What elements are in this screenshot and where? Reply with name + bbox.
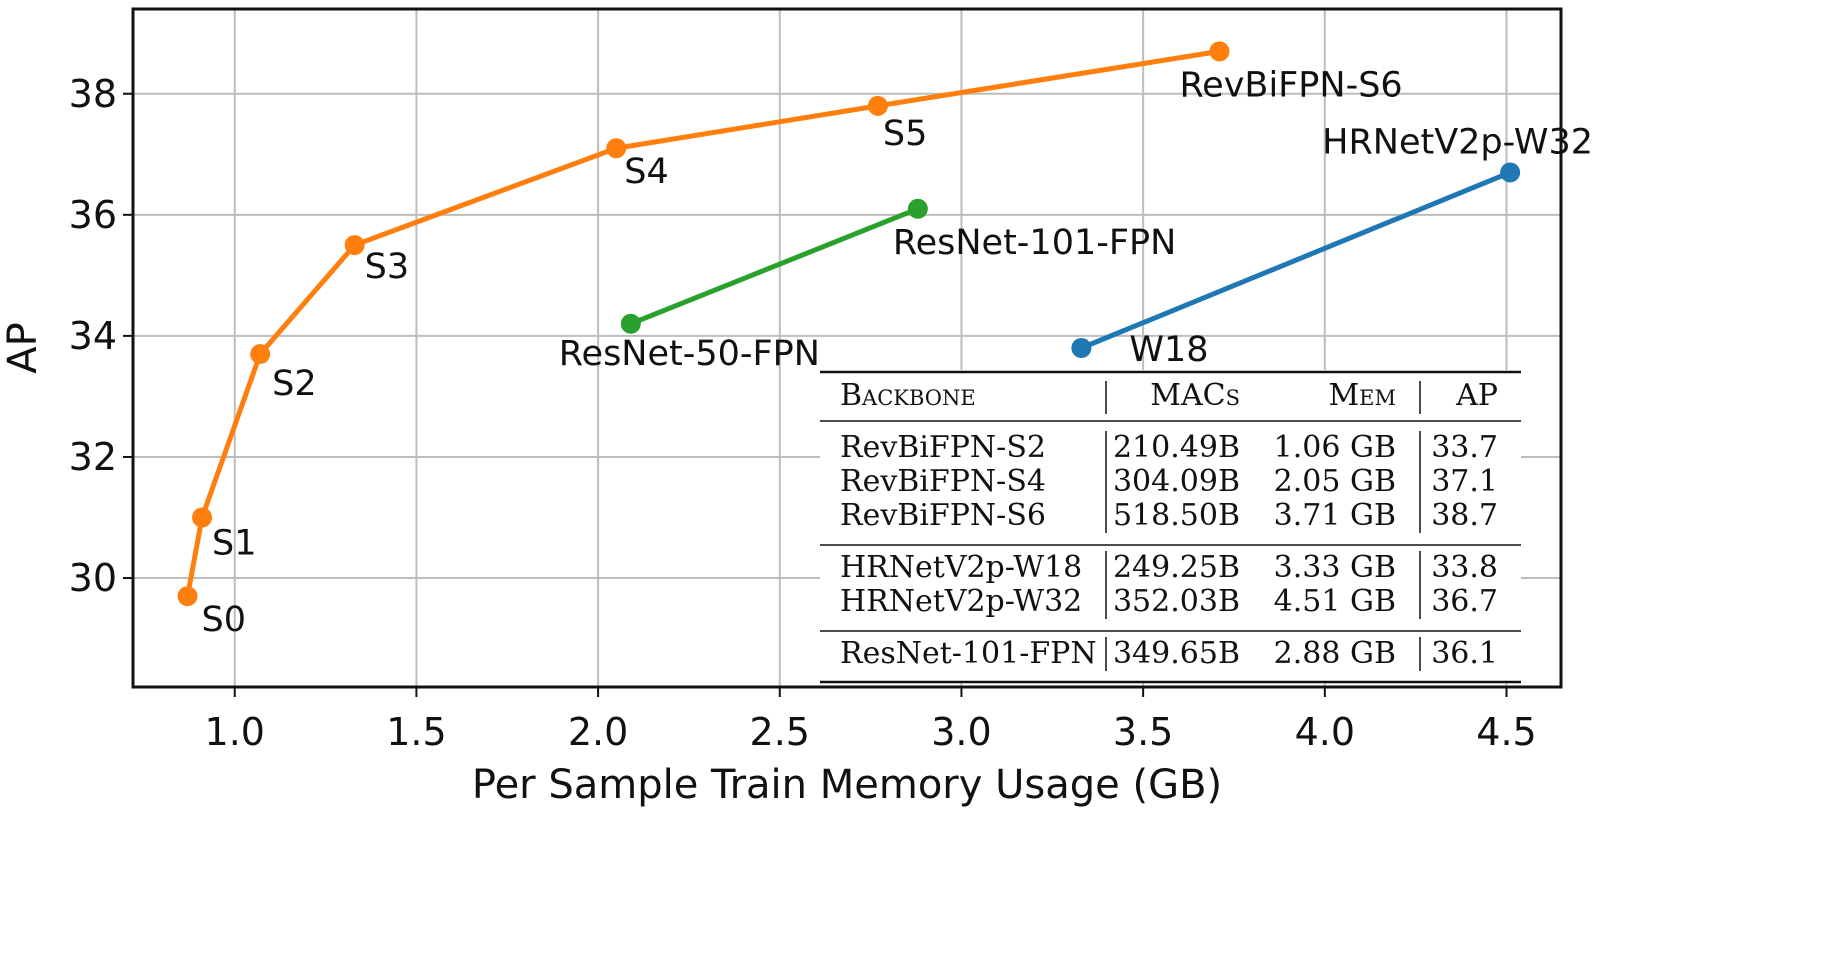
- x-tick-label: 1.0: [205, 710, 265, 754]
- table-cell: 36.1: [1431, 636, 1498, 671]
- table-cell: 249.25B: [1113, 550, 1240, 585]
- table-cell: 2.05 GB: [1274, 464, 1396, 499]
- x-axis-label: Per Sample Train Memory Usage (GB): [472, 762, 1222, 808]
- y-tick-label: 38: [69, 72, 117, 116]
- y-tick-label: 32: [69, 435, 117, 479]
- table-cell: 3.71 GB: [1274, 498, 1396, 533]
- data-point: [1209, 41, 1230, 62]
- series-points: [177, 41, 1521, 607]
- table-cell: 37.1: [1431, 464, 1498, 499]
- x-tick-label: 1.5: [386, 710, 446, 754]
- data-point: [1071, 338, 1092, 358]
- inset-table: Backbone MACs Mem AP RevBiFPN-S2 210.49B 1.06 …: [820, 370, 1521, 684]
- data-point: [192, 507, 213, 528]
- table-header-cell: AP: [1455, 378, 1498, 413]
- point-label: HRNetV2p-W32: [1322, 122, 1593, 162]
- x-tick-label: 2.0: [568, 710, 628, 754]
- table-cell: 1.06 GB: [1274, 430, 1396, 465]
- y-tick-label: 34: [69, 314, 117, 358]
- data-point: [606, 138, 627, 159]
- table-header-cell: MACs: [1150, 378, 1240, 413]
- table-header-cell: Mem: [1328, 378, 1396, 413]
- table-cell: 36.7: [1431, 584, 1498, 619]
- table-cell: 518.50B: [1113, 498, 1240, 533]
- plot-frame: [131, 7, 1563, 689]
- table-cell: 4.51 GB: [1274, 584, 1396, 619]
- data-point: [1500, 162, 1521, 183]
- x-tick-label: 4.0: [1295, 710, 1355, 754]
- point-label: S0: [202, 600, 247, 640]
- point-label: S5: [883, 114, 928, 154]
- x-ticks: 1.0 1.5 2.0 2.5 3.0 3.5 4.0 4.5: [205, 687, 1537, 754]
- y-tick-label: 36: [69, 193, 117, 237]
- table-cell: 304.09B: [1113, 464, 1240, 499]
- point-label: ResNet-101-FPN: [893, 223, 1176, 263]
- table-cell: HRNetV2p-W18: [840, 550, 1082, 585]
- table-cell: 33.7: [1431, 430, 1498, 465]
- table-header-cell: Backbone: [840, 378, 976, 413]
- series-line: [629, 206, 919, 327]
- x-tick-label: 2.5: [750, 710, 810, 754]
- x-tick-label: 3.0: [931, 710, 991, 754]
- table-cell: RevBiFPN-S4: [840, 464, 1046, 499]
- point-label: W18: [1129, 330, 1208, 370]
- data-point: [177, 586, 198, 607]
- point-label: S4: [624, 152, 669, 192]
- point-labels: S0 S1 S2 S3 S4 S5 RevBiFPN-S6 ResNet-50-FPN ResN…: [202, 65, 1593, 640]
- point-label: ResNet-50-FPN: [559, 334, 820, 374]
- table-cell: ResNet-101-FPN: [840, 636, 1097, 671]
- table-cell: 352.03B: [1113, 584, 1240, 619]
- y-ticks: 30 32 34 36 38: [69, 72, 133, 600]
- table-cell: 349.65B: [1113, 636, 1240, 671]
- table-cell: HRNetV2p-W32: [840, 584, 1082, 619]
- data-point: [907, 198, 928, 219]
- point-label: S3: [365, 247, 410, 287]
- data-point: [344, 235, 365, 256]
- table-cell: 210.49B: [1113, 430, 1240, 465]
- point-label: S1: [212, 524, 256, 564]
- series-line: [1080, 170, 1512, 351]
- table-cell: 3.33 GB: [1274, 550, 1396, 585]
- x-tick-label: 4.5: [1476, 710, 1536, 754]
- table-cell: RevBiFPN-S2: [840, 430, 1046, 465]
- data-point: [867, 95, 888, 116]
- x-tick-label: 3.5: [1113, 710, 1173, 754]
- data-point: [250, 344, 271, 365]
- table-cell: 33.8: [1431, 550, 1498, 585]
- y-tick-label: 30: [69, 556, 117, 600]
- point-label: S2: [272, 364, 317, 404]
- point-label: RevBiFPN-S6: [1179, 65, 1402, 105]
- table-cell: 38.7: [1431, 498, 1498, 533]
- table-cell: RevBiFPN-S6: [840, 498, 1046, 533]
- y-axis-label: AP: [0, 322, 46, 373]
- data-point: [620, 313, 641, 334]
- table-cell: 2.88 GB: [1274, 636, 1396, 671]
